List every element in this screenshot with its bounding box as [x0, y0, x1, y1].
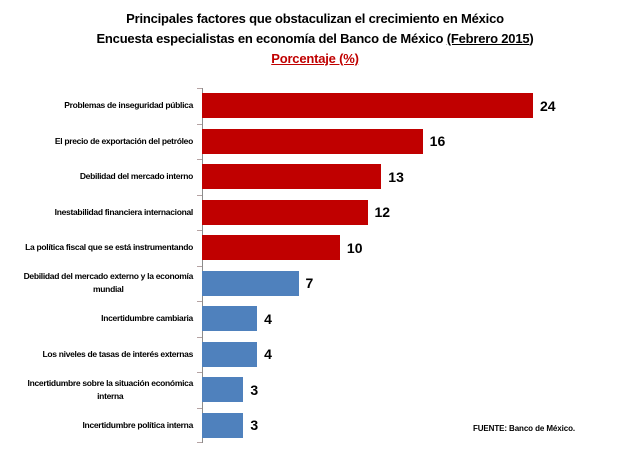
chart-row: Inestabilidad financiera internacional 12: [0, 195, 630, 231]
axis-tick: [197, 372, 202, 373]
chart-row: Incertidumbre cambiaria 4: [0, 301, 630, 337]
chart-title: Principales factores que obstaculizan el…: [126, 11, 504, 26]
chart-row: Debilidad del mercado interno 13: [0, 159, 630, 195]
category-label: Incertidumbre cambiaria: [0, 301, 193, 337]
value-label: 3: [250, 381, 259, 398]
category-label: Los niveles de tasas de interés externas: [0, 337, 193, 373]
category-label-text: El precio de exportación del petróleo: [54, 135, 193, 146]
bar: [202, 93, 533, 118]
chart-subtitle-close-paren: ): [529, 31, 534, 46]
chart-row: El precio de exportación del petróleo 16: [0, 124, 630, 160]
value-label: 16: [429, 133, 446, 150]
value-label: 13: [388, 168, 404, 185]
bar: [202, 412, 244, 438]
chart-row: Incertidumbre política interna 3: [0, 408, 630, 444]
category-label: Incertidumbre política interna: [0, 408, 194, 444]
axis-tick: [197, 230, 202, 231]
bar: [202, 199, 368, 225]
chart-subtitle: Encuesta especialistas en economía del B…: [0, 29, 630, 49]
bar: [202, 377, 244, 402]
chart-row: La política fiscal que se está instrumen…: [0, 230, 630, 266]
chart-row: Debilidad del mercado externo y la econo…: [0, 266, 630, 302]
value-label: 12: [374, 204, 391, 221]
source-note: FUENTE: Banco de México.: [472, 424, 575, 433]
category-label: Incertidumbre sobre la situación económi…: [0, 372, 194, 408]
category-label: Problemas de inseguridad pública: [0, 88, 193, 124]
category-label: Debilidad del mercado externo y la econo…: [0, 266, 194, 302]
axis-tick: [197, 301, 202, 302]
chart-row: Incertidumbre sobre la situación económi…: [0, 372, 630, 408]
value-axis-title: Porcentaje (%): [271, 51, 359, 66]
category-label-text: Inestabilidad financiera internacional: [54, 206, 194, 217]
category-label-text: Debilidad del mercado externo y la econo…: [23, 271, 194, 295]
chart-row: Problemas de inseguridad pública 24: [0, 88, 630, 124]
category-label-text: Los niveles de tasas de interés externas: [42, 348, 193, 359]
axis-tick: [197, 123, 202, 125]
category-label-text: Incertidumbre cambiaria: [101, 313, 193, 324]
category-label-text: La política fiscal que se está instrumen…: [25, 242, 193, 253]
title-block: Principales factores que obstaculizan el…: [0, 9, 630, 69]
bar: [202, 341, 258, 367]
value-label: 4: [264, 346, 272, 363]
bar: [202, 306, 258, 331]
category-label: La política fiscal que se está instrumen…: [0, 230, 193, 266]
category-label-text: Incertidumbre sobre la situación económi…: [27, 377, 194, 401]
axis-tick: [197, 194, 202, 196]
chart-subtitle-date: (Febrero 2015: [446, 31, 530, 46]
axis-tick: [197, 336, 202, 338]
axis-tick: [197, 159, 202, 160]
chart-row: Los niveles de tasas de interés externas…: [0, 337, 630, 373]
category-axis-line: [202, 88, 203, 443]
value-label: 7: [305, 275, 314, 292]
value-label: 4: [264, 310, 272, 327]
bar-chart: Problemas de inseguridad pública 24 El pre…: [0, 88, 630, 443]
bar: [202, 235, 340, 260]
category-label: El precio de exportación del petróleo: [0, 124, 193, 160]
axis-tick: [197, 442, 202, 443]
category-label: Debilidad del mercado interno: [0, 159, 193, 195]
bar: [202, 128, 423, 154]
chart-subtitle-text: Encuesta especialistas en economía del B…: [96, 31, 447, 46]
axis-tick: [197, 88, 202, 89]
category-label-text: Debilidad del mercado interno: [79, 171, 193, 182]
value-label: 3: [250, 417, 259, 434]
axis-tick: [197, 265, 202, 267]
axis-tick: [197, 407, 202, 409]
bar: [202, 270, 299, 296]
bar: [202, 164, 382, 189]
value-label: 24: [540, 97, 556, 114]
category-label: Inestabilidad financiera internacional: [0, 195, 194, 231]
value-label: 10: [346, 239, 363, 256]
category-label-text: Problemas de inseguridad pública: [64, 100, 193, 111]
category-label-text: Incertidumbre política interna: [82, 419, 194, 430]
